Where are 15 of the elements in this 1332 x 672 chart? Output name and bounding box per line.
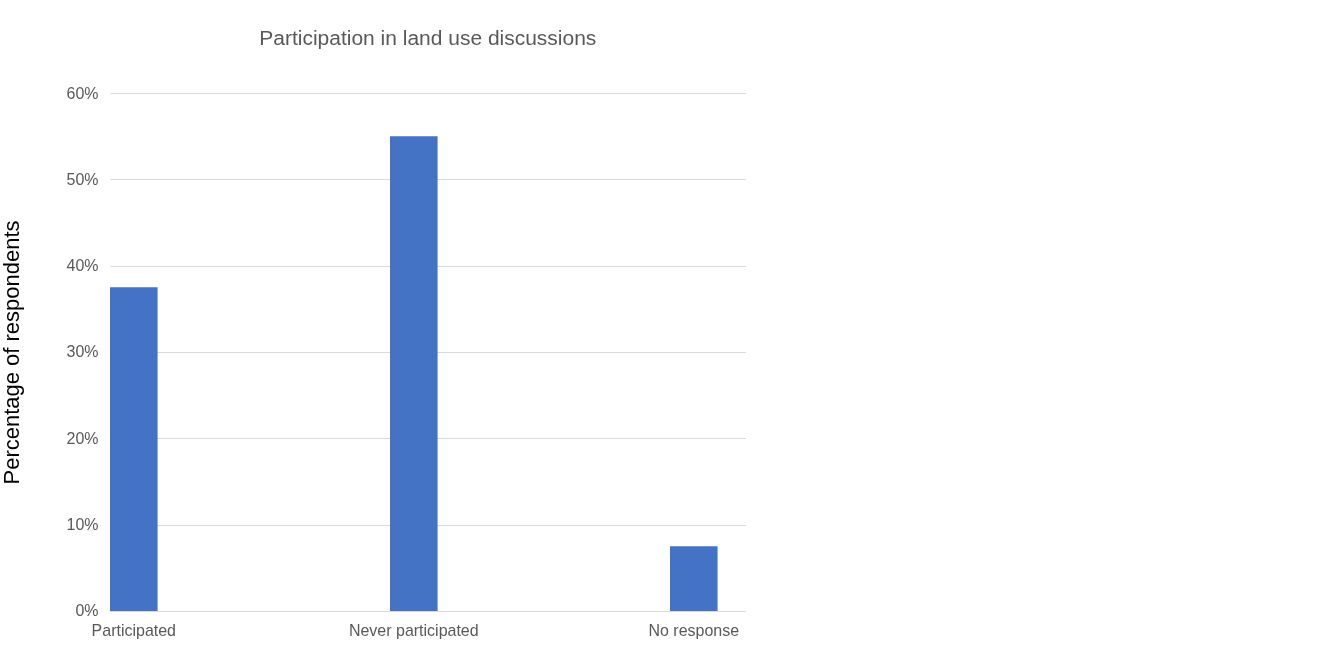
y-tick-label: 50%: [66, 170, 99, 188]
chart-title: Participation in land use discussions: [259, 26, 597, 49]
y-axis-title: Percentage of respondents: [0, 220, 25, 485]
bar: [390, 136, 438, 611]
bar: [110, 287, 158, 611]
x-tick-label: Never participated: [348, 622, 479, 640]
y-tick-label: 0%: [75, 602, 99, 620]
x-tick-label: No response: [648, 622, 740, 640]
y-tick-label: 20%: [66, 429, 99, 447]
y-tick-label: 60%: [66, 84, 99, 102]
bar: [669, 546, 718, 611]
y-tick-label: 30%: [66, 343, 99, 361]
y-tick-label: 40%: [66, 257, 99, 275]
y-tick-label: 10%: [66, 516, 99, 534]
x-tick-label: Participated: [91, 622, 177, 640]
